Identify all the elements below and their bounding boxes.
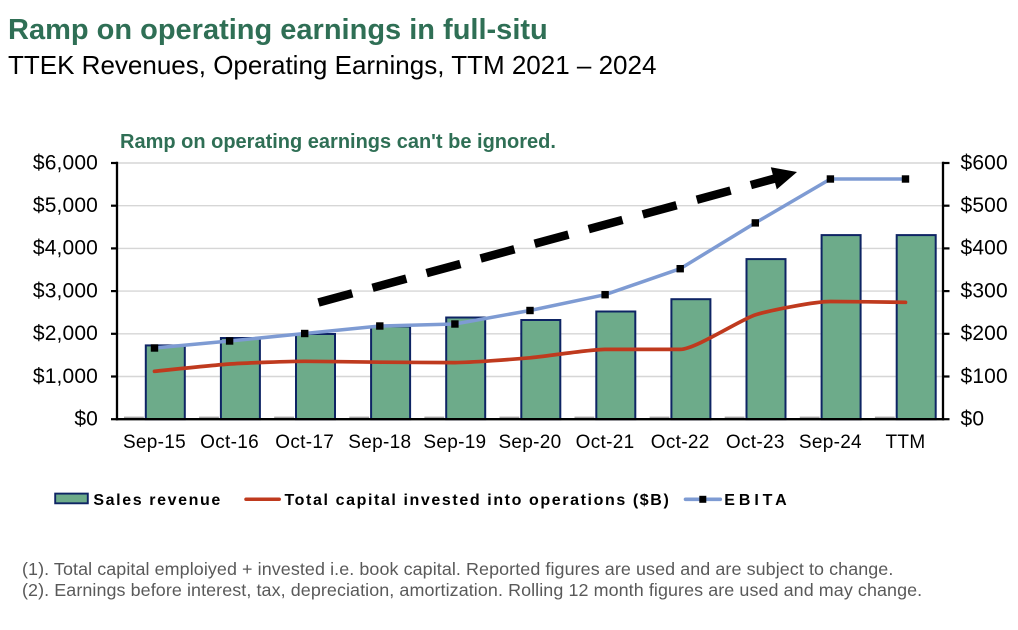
svg-text:$5,000: $5,000 bbox=[33, 194, 98, 217]
svg-text:$500: $500 bbox=[961, 194, 1008, 217]
svg-text:$2,000: $2,000 bbox=[33, 322, 98, 345]
svg-text:Oct-23: Oct-23 bbox=[726, 432, 785, 453]
svg-text:TTM: TTM bbox=[886, 432, 926, 453]
svg-text:$3,000: $3,000 bbox=[33, 279, 98, 302]
svg-text:Sep-19: Sep-19 bbox=[423, 432, 486, 453]
svg-text:$6,000: $6,000 bbox=[33, 151, 98, 174]
svg-text:$600: $600 bbox=[961, 151, 1008, 174]
svg-text:Sales revenue: Sales revenue bbox=[93, 492, 221, 509]
svg-text:$300: $300 bbox=[961, 279, 1008, 302]
svg-text:$400: $400 bbox=[961, 237, 1008, 260]
svg-text:Sep-20: Sep-20 bbox=[498, 432, 561, 453]
svg-text:$4,000: $4,000 bbox=[33, 237, 98, 260]
svg-text:Sep-15: Sep-15 bbox=[123, 432, 186, 453]
svg-text:Total capital invested into op: Total capital invested into operations (… bbox=[285, 492, 671, 509]
svg-text:Oct-16: Oct-16 bbox=[200, 432, 259, 453]
svg-text:$200: $200 bbox=[961, 322, 1008, 345]
svg-text:EBITA: EBITA bbox=[724, 492, 790, 509]
svg-text:$1,000: $1,000 bbox=[33, 365, 98, 388]
svg-text:$0: $0 bbox=[74, 408, 98, 431]
svg-text:Oct-21: Oct-21 bbox=[576, 432, 635, 453]
svg-text:Sep-24: Sep-24 bbox=[799, 432, 862, 453]
svg-text:Sep-18: Sep-18 bbox=[348, 432, 411, 453]
svg-text:$0: $0 bbox=[961, 408, 985, 431]
svg-text:Oct-22: Oct-22 bbox=[651, 432, 710, 453]
svg-text:Oct-17: Oct-17 bbox=[275, 432, 334, 453]
svg-text:$100: $100 bbox=[961, 365, 1008, 388]
